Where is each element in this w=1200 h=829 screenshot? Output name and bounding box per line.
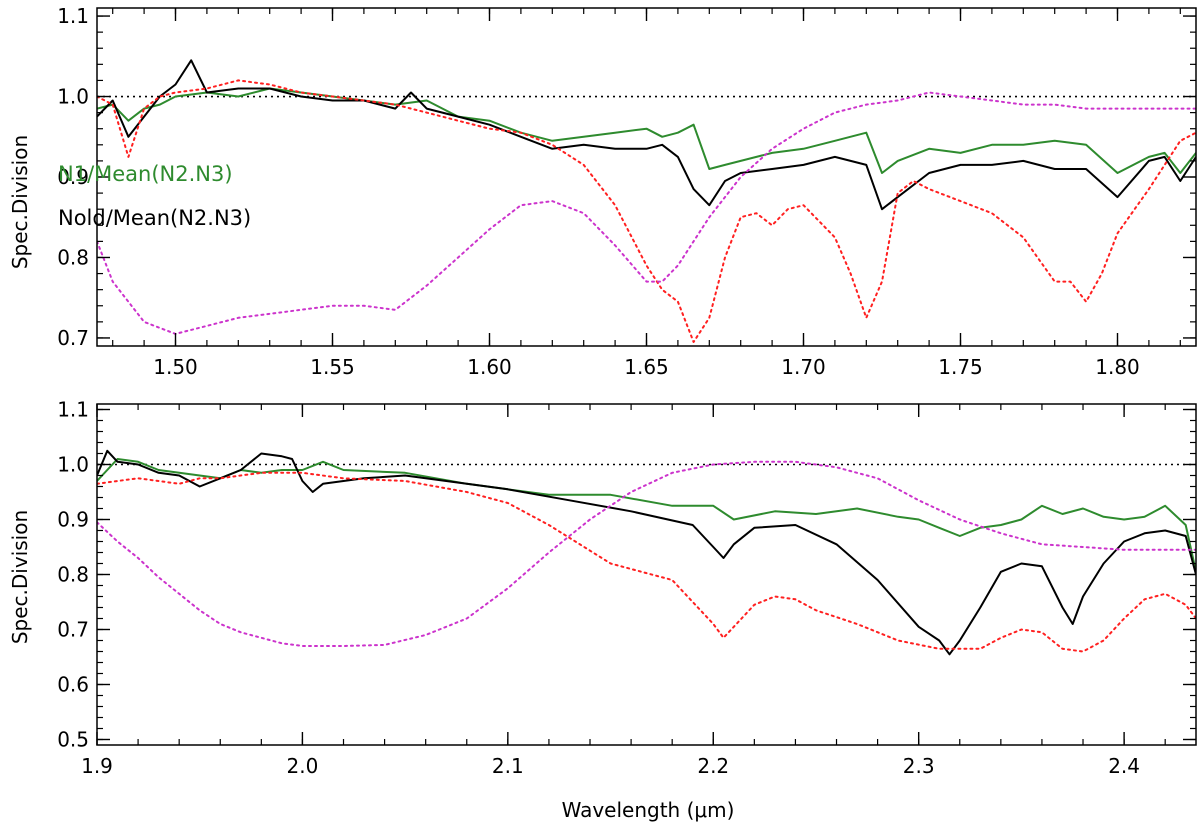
bottom-y-tick-label: 0.6 <box>57 673 89 697</box>
bottom-panel: 1.9 2.0 2.1 2.2 2.3 2.40.50.60.70.80.91.01.1 … <box>8 398 1197 822</box>
top-x-tick-label: 1.60 <box>467 355 512 379</box>
legend-entry-n1: N1/Mean(N2.N3) <box>58 162 233 186</box>
top-x-tick-label: 1.70 <box>781 355 826 379</box>
top-series-nold-ratio <box>97 59 1196 211</box>
bottom-x-tick-label: 2.0 <box>287 754 319 778</box>
bottom-y-tick-label: 0.5 <box>57 728 89 752</box>
top-y-tick-label: 0.7 <box>57 326 89 350</box>
bottom-x-tick-label: 2.1 <box>492 754 524 778</box>
legend-entry-nold: Nold/Mean(N2.N3) <box>58 206 251 230</box>
bottom-x-tick-label: 2.2 <box>697 754 729 778</box>
bottom-x-tick-label: 2.4 <box>1108 754 1140 778</box>
x-axis-title: Wavelength (μm) <box>562 798 735 822</box>
top-series-red-dotted <box>97 79 1196 343</box>
top-x-tick-label: 1.75 <box>938 355 983 379</box>
top-panel: 1.50 1.55 1.60 1.65 1.70 1.75 1.80 0.7 0.8 0.9 1.0… <box>8 4 1197 379</box>
bottom-y-tick-label: 0.7 <box>57 618 89 642</box>
bottom-x-tick-label: 1.9 <box>81 754 113 778</box>
top-x-tick-label: 1.80 <box>1095 355 1140 379</box>
top-series-magenta-dotted <box>97 91 1196 335</box>
top-y-tick-label: 0.8 <box>57 245 89 269</box>
top-y-axis-title: Spec.Division <box>8 135 32 269</box>
bottom-plot-frame <box>96 403 1197 746</box>
top-y-tick-label: 1.1 <box>57 4 89 28</box>
bottom-y-tick-label: 1.1 <box>57 398 89 422</box>
bottom-series-magenta-dotted <box>97 460 1196 647</box>
top-plot-frame <box>96 7 1197 347</box>
bottom-series-nold-ratio <box>97 449 1196 656</box>
bottom-y-tick-label: 0.8 <box>57 563 89 587</box>
bottom-y-tick-label: 1.0 <box>57 453 89 477</box>
top-y-tick-label: 1.0 <box>57 85 89 109</box>
bottom-x-tick-label: 2.3 <box>903 754 935 778</box>
bottom-y-tick-label: 0.9 <box>57 508 89 532</box>
top-series-n1-ratio <box>97 87 1196 174</box>
top-x-tick-label: 1.65 <box>624 355 669 379</box>
top-x-tick-label: 1.50 <box>153 355 198 379</box>
bottom-series-red-dotted <box>97 471 1196 653</box>
bottom-y-axis-title: Spec.Division <box>8 510 32 644</box>
top-x-tick-label: 1.55 <box>310 355 355 379</box>
top-y-tick-label: 0.9 <box>57 165 89 189</box>
